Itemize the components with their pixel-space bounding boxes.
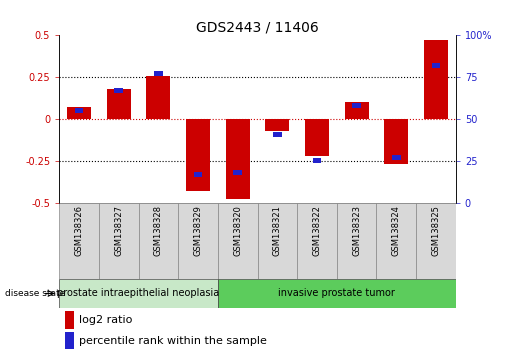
Text: GSM138321: GSM138321: [273, 205, 282, 256]
Bar: [65, 311, 74, 329]
Bar: [432, 63, 440, 68]
FancyBboxPatch shape: [337, 203, 376, 279]
Bar: [67, 107, 91, 119]
Text: invasive prostate tumor: invasive prostate tumor: [279, 289, 395, 298]
Bar: [424, 40, 448, 119]
Bar: [114, 88, 123, 93]
Text: percentile rank within the sample: percentile rank within the sample: [79, 336, 267, 346]
FancyBboxPatch shape: [416, 203, 456, 279]
FancyBboxPatch shape: [258, 203, 297, 279]
Bar: [146, 76, 170, 119]
FancyBboxPatch shape: [218, 279, 456, 308]
FancyBboxPatch shape: [59, 279, 218, 308]
Text: GSM138324: GSM138324: [392, 205, 401, 256]
Text: prostate intraepithelial neoplasia: prostate intraepithelial neoplasia: [57, 289, 220, 298]
FancyBboxPatch shape: [59, 203, 99, 279]
Bar: [305, 119, 329, 156]
Bar: [384, 119, 408, 164]
Bar: [65, 332, 74, 349]
Text: GSM138320: GSM138320: [233, 205, 242, 256]
Text: GSM138329: GSM138329: [194, 205, 202, 256]
FancyBboxPatch shape: [178, 203, 218, 279]
FancyBboxPatch shape: [139, 203, 178, 279]
Bar: [107, 89, 131, 119]
Bar: [265, 119, 289, 131]
Bar: [154, 72, 163, 76]
Bar: [273, 132, 282, 137]
Text: GSM138327: GSM138327: [114, 205, 123, 256]
Bar: [75, 108, 83, 113]
Text: GSM138322: GSM138322: [313, 205, 321, 256]
Bar: [194, 172, 202, 177]
Text: GSM138328: GSM138328: [154, 205, 163, 256]
Text: GSM138326: GSM138326: [75, 205, 83, 256]
Bar: [392, 155, 401, 160]
FancyBboxPatch shape: [218, 203, 258, 279]
Text: disease state: disease state: [5, 289, 65, 298]
Text: log2 ratio: log2 ratio: [79, 315, 132, 325]
Bar: [352, 103, 361, 108]
FancyBboxPatch shape: [297, 203, 337, 279]
Text: GSM138323: GSM138323: [352, 205, 361, 256]
Bar: [186, 119, 210, 191]
Bar: [226, 119, 250, 200]
Text: GSM138325: GSM138325: [432, 205, 440, 256]
Bar: [345, 102, 369, 119]
Bar: [313, 159, 321, 164]
Bar: [233, 170, 242, 175]
FancyBboxPatch shape: [99, 203, 139, 279]
FancyBboxPatch shape: [376, 203, 416, 279]
Title: GDS2443 / 11406: GDS2443 / 11406: [196, 20, 319, 34]
